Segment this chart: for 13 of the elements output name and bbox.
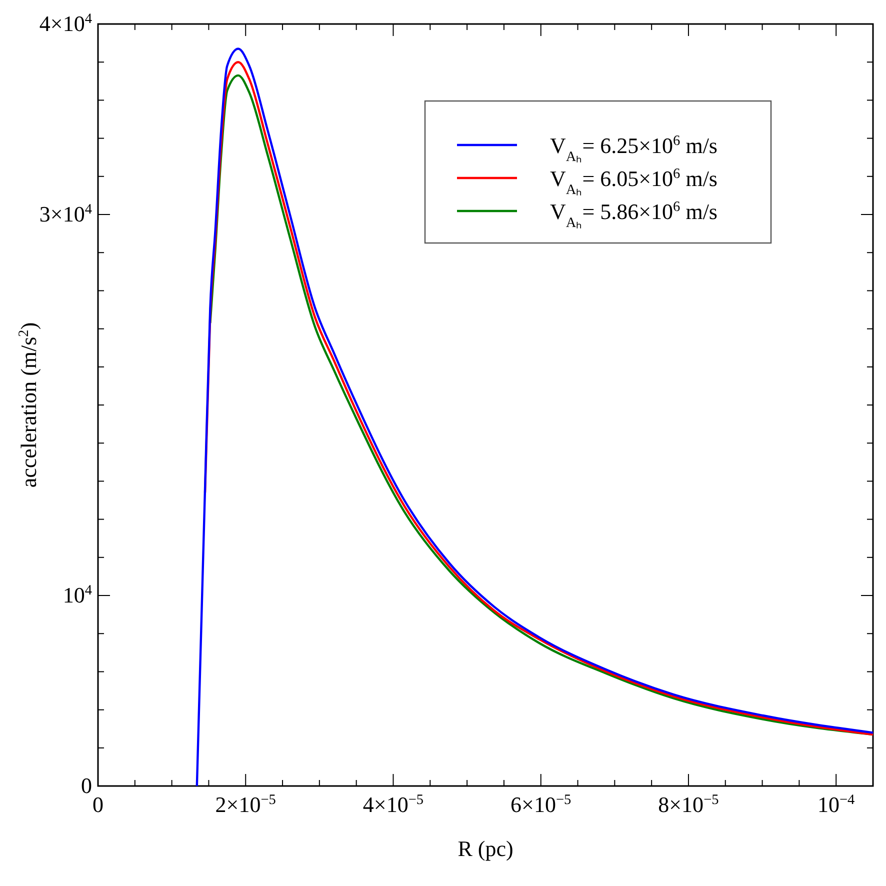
legend-label: V$_{Aₕ}$= 5.86×10$^{6}$ m/s — [550, 199, 718, 231]
x-tick-label: 2×10$^{−5}$ — [215, 792, 276, 817]
y-tick-label: 4×10$^{4}$ — [39, 11, 92, 36]
y-tick-label: 0 — [81, 773, 92, 798]
x-tick-label: 10$^{−4}$ — [817, 792, 855, 817]
x-axis-title: R (pc) — [458, 836, 514, 861]
x-tick-label: 6×10$^{−5}$ — [510, 792, 572, 817]
x-tick-label: 8×10$^{−5}$ — [658, 792, 719, 817]
x-tick-label: 4×10$^{−5}$ — [362, 792, 424, 817]
y-tick-label: 10$^{4}$ — [62, 582, 92, 608]
legend-label: V$_{Aₕ}$= 6.25×10$^{6}$ m/s — [550, 133, 718, 165]
y-tick-label: 3×10$^{4}$ — [39, 202, 92, 226]
legend-label: V$_{Aₕ}$= 6.05×10$^{6}$ m/s — [550, 166, 718, 198]
